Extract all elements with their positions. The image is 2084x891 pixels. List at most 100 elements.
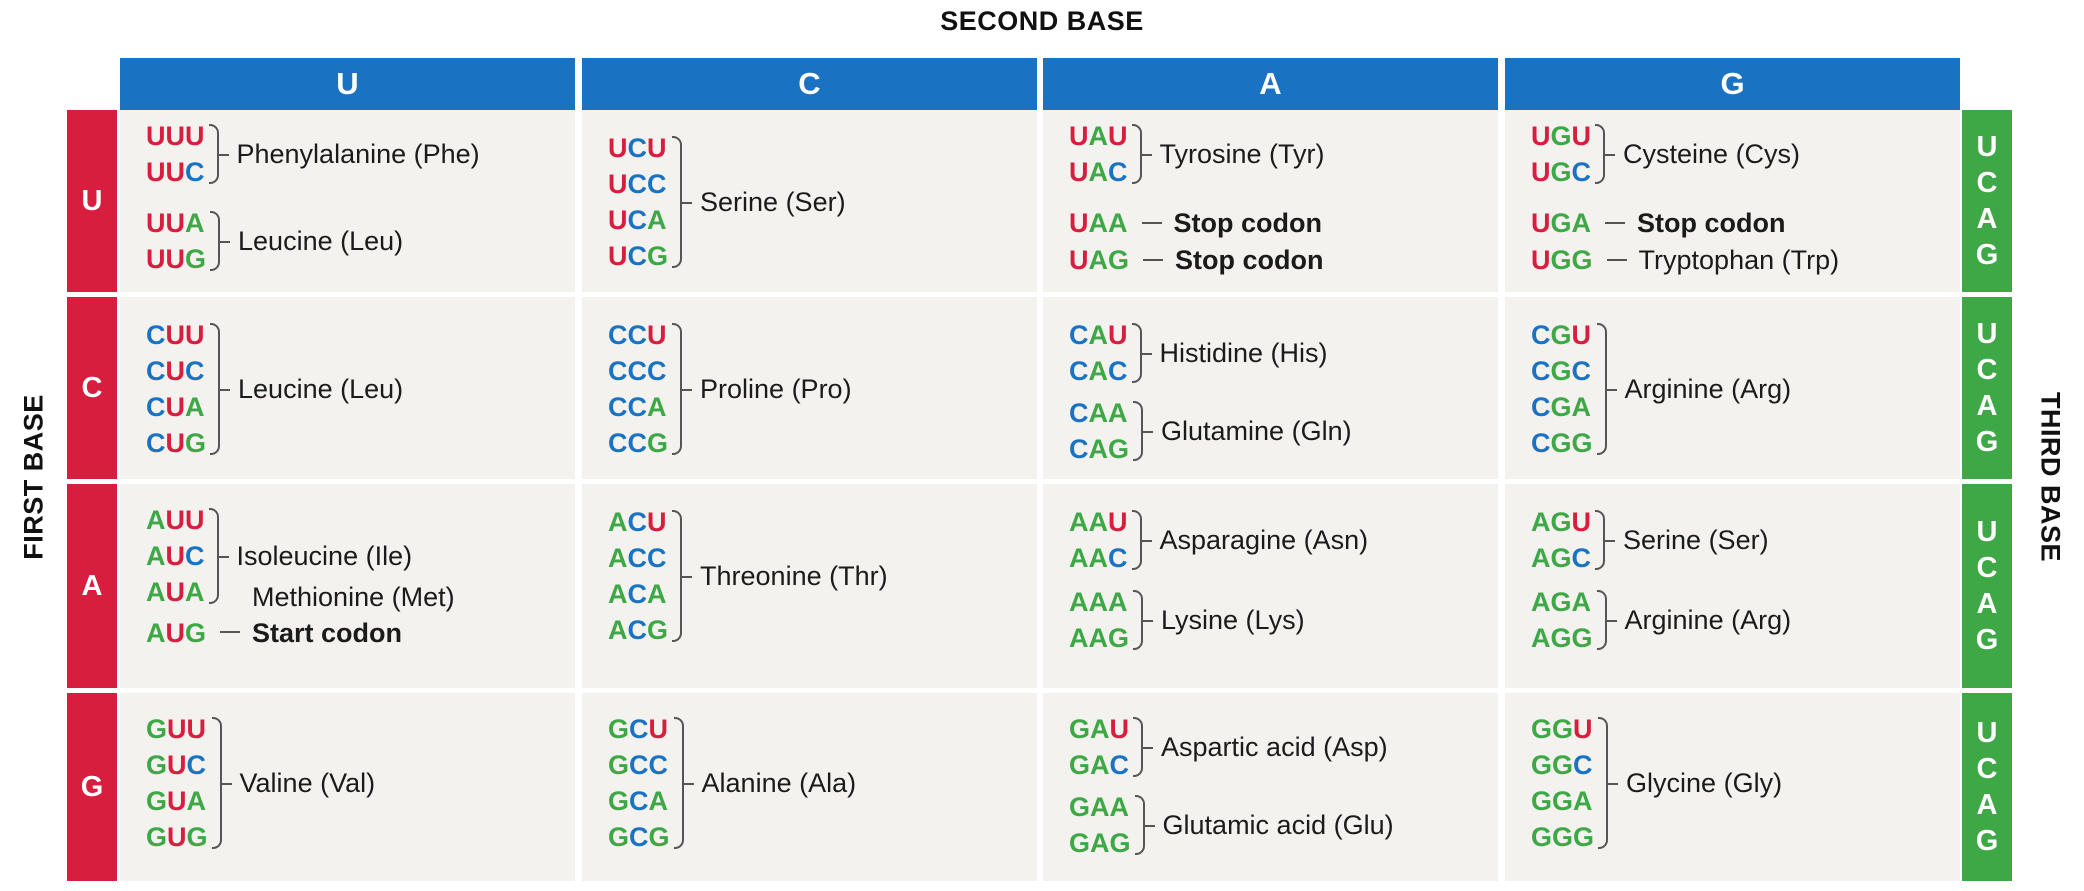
amino-acid-group: C C U C C C C C A C C G Proline (Pro) <box>608 317 852 461</box>
codon-base: U <box>1108 320 1128 350</box>
amino-acid-group: U G U U G C Cysteine (Cys) <box>1531 118 1800 190</box>
codon-cell: U U U U U C Phenylalanine (Phe) U U A U U G Leucine (… <box>120 110 575 292</box>
stop-codon-label: Stop codon <box>1175 244 1324 275</box>
codon-base: G <box>146 714 168 744</box>
codon-base: U <box>165 428 186 458</box>
bracket <box>1598 717 1619 849</box>
codon-base: U <box>1069 157 1089 187</box>
codon-base: C <box>627 579 648 609</box>
amino-acid-group: C A A C A G Glutamine (Gln) <box>1069 395 1352 467</box>
codon-base: C <box>627 507 648 537</box>
bracket <box>211 717 232 849</box>
codon-base: C <box>627 615 648 645</box>
second-base-header-c: C <box>582 58 1037 110</box>
codon-base: C <box>1069 320 1089 350</box>
bracket <box>1596 590 1617 650</box>
amino-acid-group: G A U G A C Aspartic acid (Asp) <box>1069 711 1388 783</box>
codon-base: G <box>1571 245 1593 275</box>
amino-acid-label: Leucine (Leu) <box>238 373 404 404</box>
codon-base: U <box>1573 714 1593 744</box>
codon-base: A <box>146 541 166 571</box>
third-base-letter-g: G <box>1975 624 1999 656</box>
codon-base: G <box>1069 714 1091 744</box>
codon-base: G <box>1550 245 1572 275</box>
connector-line <box>1143 259 1164 261</box>
amino-acid-label: Glycine (Gly) <box>1626 767 1783 798</box>
codon-cell: A A U A A C Asparagine (Asn) A A A A A G Lysine (Lys) <box>1043 484 1498 688</box>
codon-base: U <box>647 133 667 163</box>
codon-base: C <box>627 241 648 271</box>
codon-base: C <box>648 750 669 780</box>
codon-base: G <box>1531 822 1553 852</box>
codon-base: U <box>185 320 205 350</box>
bracket <box>1133 717 1154 777</box>
first-base-header-g: G <box>67 693 117 881</box>
bracket <box>1131 124 1152 184</box>
bracket <box>672 510 693 642</box>
amino-acid-group: U A G Stop codon <box>1069 242 1324 278</box>
codon-base: A <box>1109 792 1130 822</box>
codon-base: G <box>146 786 168 816</box>
codon-base: U <box>146 244 166 274</box>
codon-base: A <box>146 505 166 535</box>
amino-acid-group: C A U C A C Histidine (His) <box>1069 317 1328 389</box>
third-base-letter-c: C <box>1976 354 1998 386</box>
codon-base: A <box>1571 587 1592 617</box>
third-base-letter-u: U <box>1976 717 1998 749</box>
codon-base: U <box>1531 245 1551 275</box>
codon-base: U <box>185 505 205 535</box>
codon-base: A <box>1088 587 1109 617</box>
codon-base: C <box>1531 428 1551 458</box>
codon-base: G <box>146 822 168 852</box>
codon-base: A <box>1088 543 1109 573</box>
amino-acid-label: Serine (Ser) <box>1623 524 1769 555</box>
bracket <box>210 211 231 271</box>
third-base-letter-c: C <box>1976 552 1998 584</box>
codon-base: C <box>1531 320 1551 350</box>
codon-base: U <box>608 205 628 235</box>
connector-line <box>1606 259 1627 261</box>
codon-base: C <box>608 320 628 350</box>
amino-acid-group: A G A A G G Arginine (Arg) <box>1531 584 1791 656</box>
codon-base: U <box>608 169 628 199</box>
codon-cell: A U U A U C A U A Isoleucine (Ile) A U G Methionine (… <box>120 484 575 688</box>
codon-cell: U C U U C C U C A U C G Serine (Ser) <box>582 110 1037 292</box>
bracket <box>1134 795 1155 855</box>
codon-base: G <box>185 618 207 648</box>
codon-base: U <box>146 121 166 151</box>
amino-acid-group: U G G Tryptophan (Trp) <box>1531 242 1839 278</box>
codon-base: U <box>165 392 186 422</box>
codon-base: C <box>1571 543 1592 573</box>
codon-base: C <box>627 205 648 235</box>
codon-base: U <box>1069 208 1089 238</box>
third-base-letter-u: U <box>1976 131 1998 163</box>
codon-base: G <box>1550 543 1572 573</box>
codon-base: A <box>1531 587 1551 617</box>
codon-base: U <box>1108 121 1128 151</box>
amino-acid-group: U U A U U G Leucine (Leu) <box>146 205 403 277</box>
amino-acid-group: G G U G G C G G A G G G Glycine (Gly) <box>1531 711 1782 855</box>
codon-base: C <box>1108 543 1128 573</box>
